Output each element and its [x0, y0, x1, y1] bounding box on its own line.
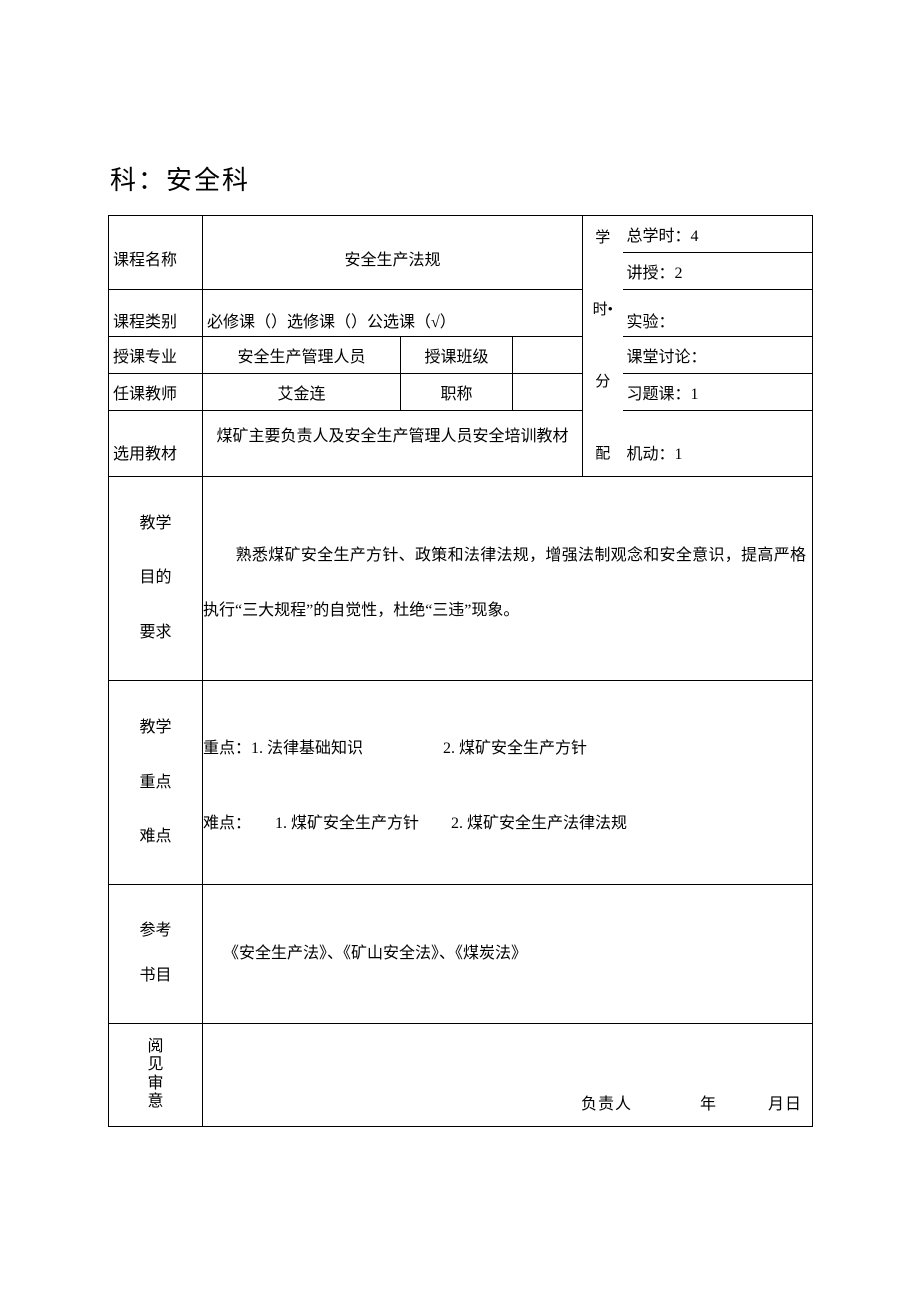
label-shifen-col1: 学 时• 分 配: [583, 216, 623, 477]
hours-lecture: 讲授：2: [623, 253, 813, 290]
label-major: 授课专业: [109, 337, 203, 374]
value-objective: 熟悉煤矿安全生产方针、政策和法律法规，增强法制观念和安全意识，提高严格执行“三大…: [203, 477, 813, 681]
value-course-name: 安全生产法规: [203, 216, 583, 290]
keypoints-line1: 重点：1. 法律基础知识 2. 煤矿安全生产方针: [203, 731, 806, 766]
value-course-type: 必修课（）选修课（）公选课（√）: [203, 290, 583, 337]
label-refs: 参考 书目: [109, 885, 203, 1024]
shifen-char-fen: 分: [595, 374, 610, 390]
hours-discuss: 课堂讨论：: [623, 337, 813, 374]
label-class: 授课班级: [401, 337, 513, 374]
table-row: 课程名称 安全生产法规 学 时• 分 配 总学时：4: [109, 216, 813, 253]
hours-total: 总学时：4: [623, 216, 813, 253]
value-title: [513, 374, 583, 411]
value-class: [513, 337, 583, 374]
label-keypoints: 教学 重点 难点: [109, 681, 203, 885]
shifen-char-pei: 配: [595, 446, 610, 462]
label-review: 阅见审意: [109, 1023, 203, 1126]
signature-line: 负责人 年 月日: [203, 1023, 813, 1126]
label-title: 职称: [401, 374, 513, 411]
label-course-name: 课程名称: [109, 216, 203, 290]
shifen-char-xue: 学: [595, 230, 610, 246]
table-row: 课程类别 必修课（）选修课（）公选课（√） 实验：: [109, 290, 813, 337]
hours-lab: 实验：: [623, 290, 813, 337]
value-refs: 《安全生产法》、《矿山安全法》、《煤炭法》: [203, 885, 813, 1024]
table-row: 阅见审意 负责人 年 月日: [109, 1023, 813, 1126]
hours-reserve: 机动：1: [623, 411, 813, 477]
label-course-type: 课程类别: [109, 290, 203, 337]
value-textbook: 煤矿主要负责人及安全生产管理人员安全培训教材: [203, 411, 583, 477]
table-row: 参考 书目 《安全生产法》、《矿山安全法》、《煤炭法》: [109, 885, 813, 1024]
page-heading: 科：安全科: [108, 160, 812, 197]
value-teacher: 艾金连: [203, 374, 401, 411]
value-major: 安全生产管理人员: [203, 337, 401, 374]
shifen-char-shi: 时•: [593, 302, 613, 318]
table-row: 选用教材 煤矿主要负责人及安全生产管理人员安全培训教材 机动：1: [109, 411, 813, 424]
label-objective: 教学 目的 要求: [109, 477, 203, 681]
value-keypoints: 重点：1. 法律基础知识 2. 煤矿安全生产方针 难点： 1. 煤矿安全生产方针…: [203, 681, 813, 885]
label-textbook: 选用教材: [109, 411, 203, 477]
course-plan-table: 课程名称 安全生产法规 学 时• 分 配 总学时：4 讲授：2 课程类别 必修课…: [108, 215, 813, 1127]
table-row: 教学 目的 要求 熟悉煤矿安全生产方针、政策和法律法规，增强法制观念和安全意识，…: [109, 477, 813, 681]
table-row: 任课教师 艾金连 职称 习题课：1: [109, 374, 813, 411]
hours-exercise: 习题课：1: [623, 374, 813, 411]
label-teacher: 任课教师: [109, 374, 203, 411]
keypoints-line2: 难点： 1. 煤矿安全生产方针 2. 煤矿安全生产法律法规: [203, 806, 806, 841]
table-row: 授课专业 安全生产管理人员 授课班级 课堂讨论：: [109, 337, 813, 374]
table-row: 教学 重点 难点 重点：1. 法律基础知识 2. 煤矿安全生产方针 难点： 1.…: [109, 681, 813, 885]
